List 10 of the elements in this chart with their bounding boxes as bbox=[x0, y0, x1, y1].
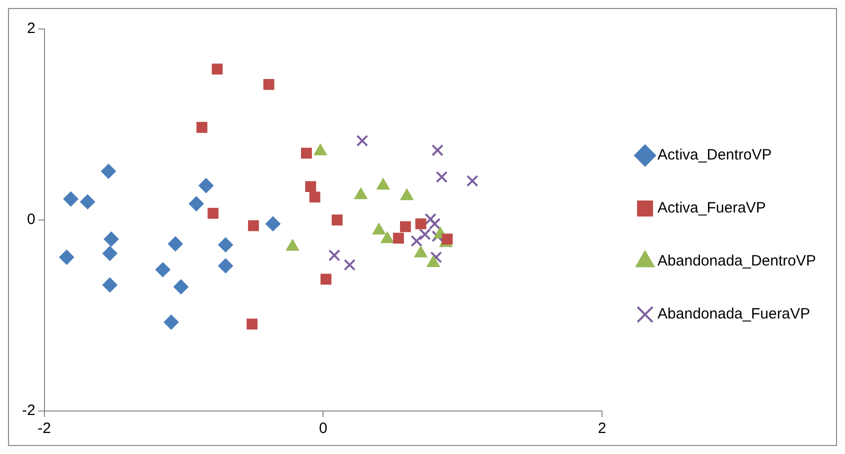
x-tick-label: -2 bbox=[38, 420, 52, 438]
x-tick-label: 0 bbox=[319, 420, 328, 438]
legend-label: Activa_DentroVP bbox=[658, 146, 772, 164]
legend-label: Activa_FueraVP bbox=[658, 200, 766, 217]
y-tick-label: 0 bbox=[26, 211, 36, 228]
y-tick-label: -2 bbox=[22, 402, 36, 420]
y-tick-label: 2 bbox=[26, 20, 36, 38]
legend-label: Abandonada_DentroVP bbox=[658, 252, 816, 270]
legend-label: Abandonada_FueraVP bbox=[658, 306, 810, 323]
x-tick-label: 2 bbox=[598, 420, 606, 438]
